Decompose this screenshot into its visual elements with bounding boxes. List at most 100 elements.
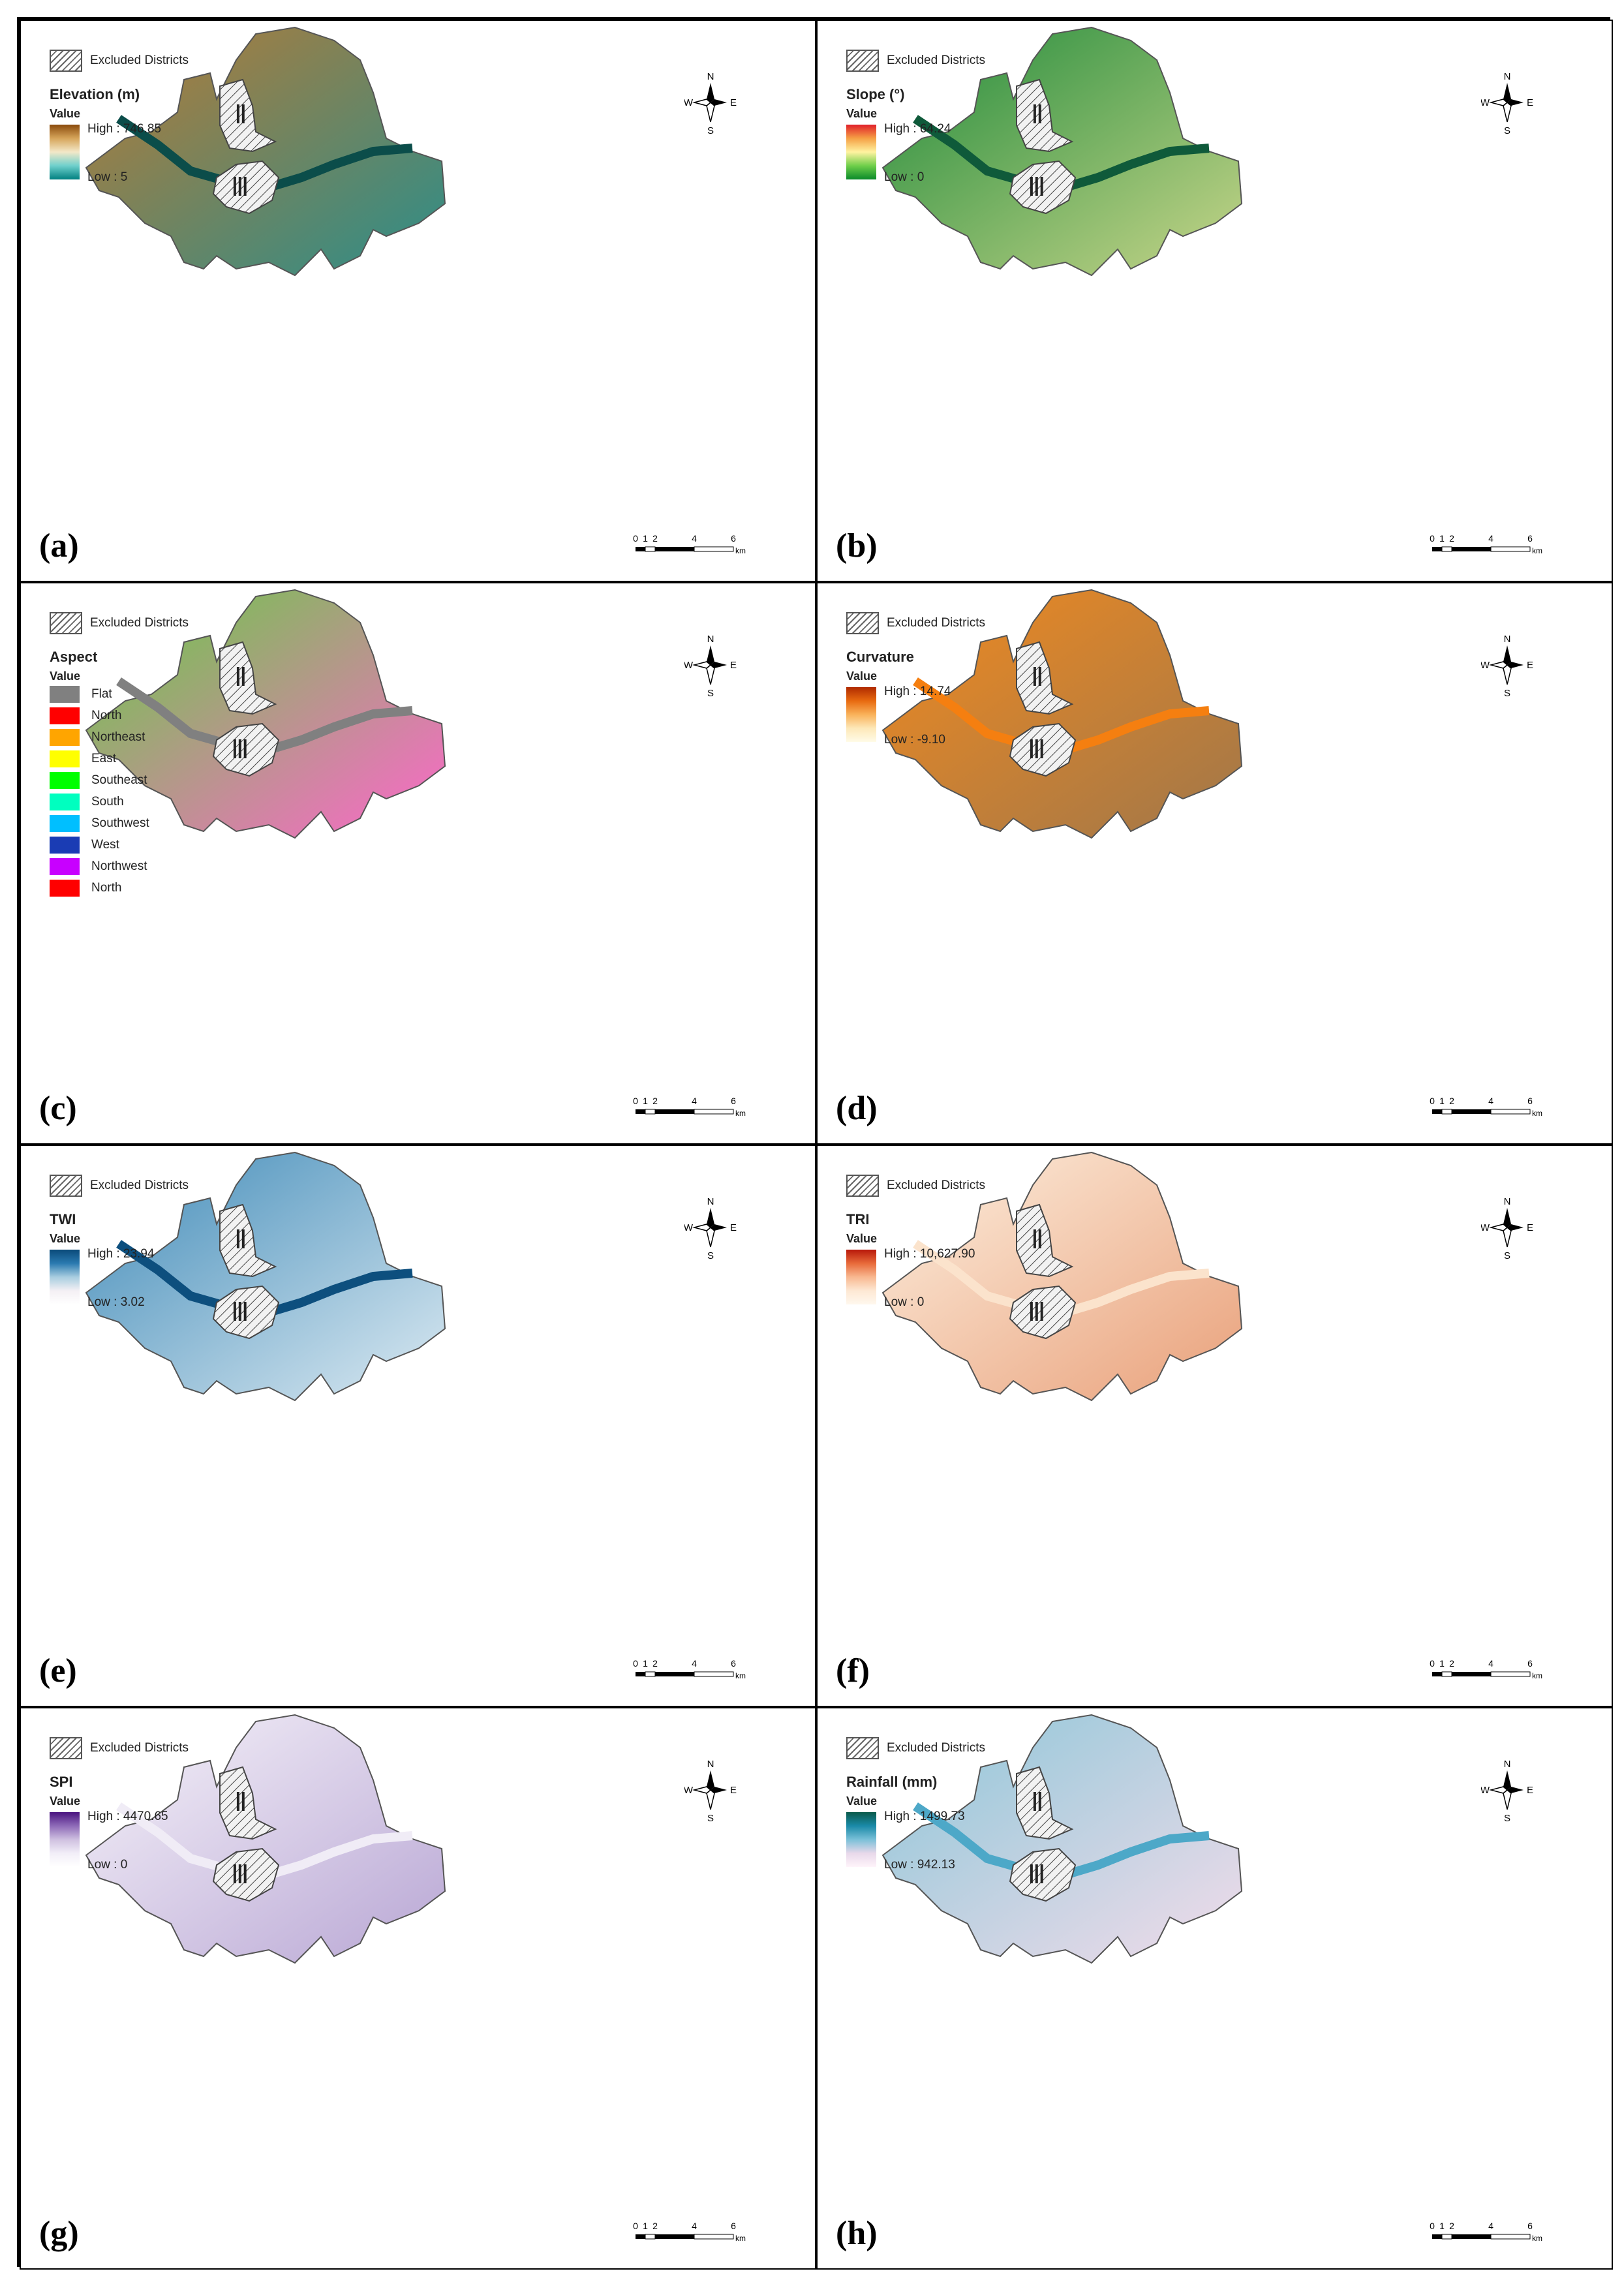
seoul-map: Ⅱ Ⅲ bbox=[881, 26, 1243, 277]
color-ramp-key: High : 64.24 Low : 0 bbox=[846, 122, 985, 186]
seoul-map: Ⅱ Ⅲ bbox=[85, 589, 446, 839]
north-arrow-icon: N S E W bbox=[684, 1196, 737, 1261]
legend-low: Low : 3.02 bbox=[87, 1295, 145, 1309]
compass-n: N bbox=[707, 1759, 714, 1770]
color-ramp bbox=[50, 125, 80, 179]
legend-value-heading: Value bbox=[50, 1232, 81, 1245]
hatch-swatch bbox=[50, 1737, 82, 1759]
compass-n: N bbox=[1504, 1759, 1511, 1770]
map-panel-g: Ⅱ Ⅲ Excluded Districts SPI Value High : … bbox=[20, 1707, 816, 2270]
scale-tick: 0 bbox=[633, 1658, 638, 1669]
district-label-center: Ⅲ bbox=[1028, 735, 1046, 764]
excluded-districts-key: Excluded Districts bbox=[846, 612, 985, 634]
scale-tick: 6 bbox=[1527, 1096, 1533, 1106]
map-panel-a: Ⅱ Ⅲ Excluded Districts Elevation (m) Val… bbox=[20, 20, 816, 582]
map-legend: Excluded Districts Rainfall (mm) Value H… bbox=[846, 1737, 985, 1873]
scale-tick: 6 bbox=[731, 2221, 736, 2231]
district-label-center: Ⅲ bbox=[231, 172, 249, 202]
compass-e: E bbox=[730, 660, 737, 671]
aspect-category: Southwest bbox=[50, 812, 189, 834]
scale-tick: 0 bbox=[633, 533, 638, 544]
scale-unit: km bbox=[1532, 1109, 1542, 1118]
category-label: North bbox=[91, 708, 122, 722]
legend-title: Elevation (m) bbox=[50, 86, 140, 102]
legend-title: Slope (°) bbox=[846, 86, 905, 102]
compass-e: E bbox=[1527, 1222, 1533, 1233]
map-panel-e: Ⅱ Ⅲ Excluded Districts TWI Value High : … bbox=[20, 1145, 816, 1707]
scale-tick: 1 bbox=[1439, 1096, 1445, 1106]
color-ramp-key: High : 4470.65 Low : 0 bbox=[50, 1810, 189, 1873]
scale-tick: 2 bbox=[1449, 1658, 1454, 1669]
seoul-map: Ⅱ Ⅲ bbox=[881, 1714, 1243, 1964]
excluded-district-north bbox=[1016, 1766, 1074, 1840]
color-ramp bbox=[846, 125, 876, 179]
excluded-districts-key: Excluded Districts bbox=[846, 1175, 985, 1197]
category-label: Northeast bbox=[91, 730, 146, 744]
map-legend: Excluded Districts TRI Value High : 10,6… bbox=[846, 1175, 985, 1311]
seoul-map: Ⅱ Ⅲ bbox=[85, 1151, 446, 1402]
panel-label: (e) bbox=[39, 1652, 77, 1689]
legend-high: High : 746.85 bbox=[87, 122, 162, 136]
excluded-districts-label: Excluded Districts bbox=[887, 54, 985, 67]
district-label-north: Ⅱ bbox=[1031, 100, 1044, 129]
legend-low: Low : 0 bbox=[884, 1295, 925, 1309]
city-boundary bbox=[85, 1151, 446, 1402]
district-label-center: Ⅲ bbox=[1028, 1297, 1046, 1327]
scale-tick: 1 bbox=[1439, 533, 1445, 544]
compass-s: S bbox=[1504, 125, 1510, 136]
excluded-districts-key: Excluded Districts bbox=[846, 1737, 985, 1759]
excluded-districts-label: Excluded Districts bbox=[90, 54, 189, 67]
excluded-districts-key: Excluded Districts bbox=[50, 612, 189, 634]
scale-tick: 2 bbox=[1449, 533, 1454, 544]
category-label: West bbox=[91, 837, 119, 852]
aspect-category: Southeast bbox=[50, 769, 189, 791]
north-arrow-icon: N S E W bbox=[1481, 71, 1533, 136]
excluded-districts-label: Excluded Districts bbox=[887, 616, 985, 630]
legend-value-heading: Value bbox=[846, 107, 878, 120]
excluded-districts-key: Excluded Districts bbox=[50, 1175, 189, 1197]
map-legend: Excluded Districts TWI Value High : 23.9… bbox=[50, 1175, 189, 1311]
scale-tick: 4 bbox=[1488, 2221, 1494, 2231]
color-ramp bbox=[846, 1812, 876, 1867]
map-legend: Excluded Districts Aspect Value Flat Nort… bbox=[50, 612, 189, 899]
legend-high: High : 1499.73 bbox=[884, 1810, 965, 1823]
district-label-north: Ⅱ bbox=[1031, 1787, 1044, 1817]
legend-title: Aspect bbox=[50, 649, 98, 665]
category-swatch bbox=[50, 771, 80, 789]
scale-tick: 6 bbox=[731, 1096, 736, 1106]
legend-high: High : 64.24 bbox=[884, 122, 951, 136]
color-ramp-key: High : 14.74 Low : -9.10 bbox=[846, 685, 985, 748]
district-label-center: Ⅲ bbox=[1028, 172, 1046, 202]
district-label-north: Ⅱ bbox=[1031, 662, 1044, 692]
map-panel-f: Ⅱ Ⅲ Excluded Districts TRI Value High : … bbox=[816, 1145, 1613, 1707]
legend-low: Low : 0 bbox=[87, 1858, 128, 1872]
legend-value-heading: Value bbox=[846, 1795, 878, 1808]
legend-low: Low : 5 bbox=[87, 170, 128, 184]
panel-label: (f) bbox=[836, 1652, 870, 1689]
scale-tick: 6 bbox=[731, 533, 736, 544]
scale-tick: 0 bbox=[1430, 533, 1435, 544]
scale-tick: 4 bbox=[692, 1658, 697, 1669]
legend-high: High : 23.94 bbox=[87, 1247, 155, 1261]
legend-low: Low : 0 bbox=[884, 170, 925, 184]
excluded-district-center bbox=[1009, 1847, 1077, 1902]
north-arrow-icon: N S E W bbox=[1481, 1196, 1533, 1261]
scale-unit: km bbox=[735, 1109, 746, 1118]
scale-tick: 1 bbox=[643, 2221, 648, 2231]
color-ramp bbox=[50, 1250, 80, 1304]
excluded-district-center bbox=[1009, 722, 1077, 777]
compass-s: S bbox=[1504, 688, 1510, 699]
map-legend: Excluded Districts Curvature Value High … bbox=[846, 612, 985, 748]
scale-tick: 6 bbox=[1527, 2221, 1533, 2231]
scale-tick: 1 bbox=[1439, 2221, 1445, 2231]
legend-value-heading: Value bbox=[50, 1795, 81, 1808]
color-ramp bbox=[50, 1812, 80, 1867]
excluded-district-north bbox=[1016, 1203, 1074, 1278]
aspect-category: Northeast bbox=[50, 726, 189, 748]
